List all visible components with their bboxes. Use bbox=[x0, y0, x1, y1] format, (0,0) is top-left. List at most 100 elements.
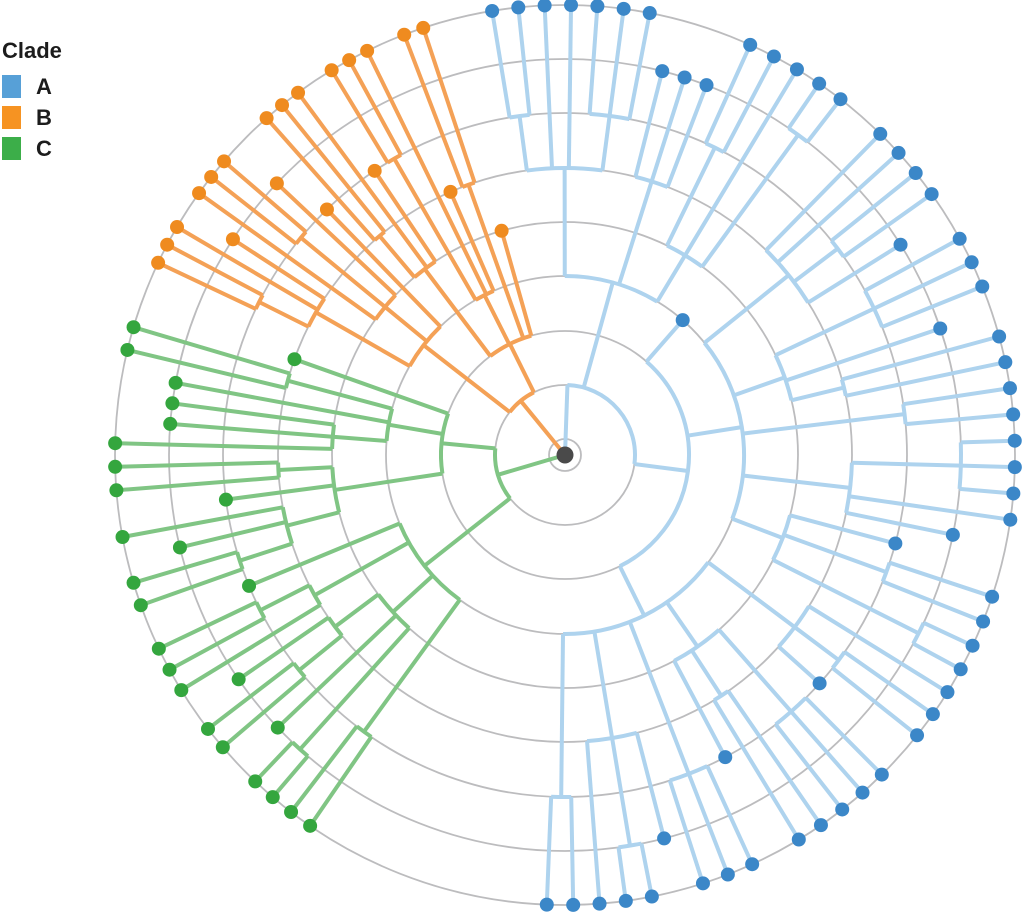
branch-arc bbox=[901, 403, 908, 425]
branch-radial bbox=[308, 735, 373, 827]
branch-radial bbox=[905, 412, 1014, 427]
leaf-node-A bbox=[677, 70, 692, 85]
branch-radial bbox=[265, 116, 377, 242]
branch-radial bbox=[607, 8, 626, 117]
leaf-node-B bbox=[443, 184, 458, 199]
branch-radial bbox=[365, 49, 489, 296]
branch-radial bbox=[362, 598, 462, 733]
branch-radial bbox=[559, 633, 566, 798]
leaf-node-A bbox=[835, 802, 850, 817]
branch-radial bbox=[287, 378, 393, 411]
branch-arc bbox=[254, 601, 267, 620]
branch-arc bbox=[863, 289, 884, 328]
branch-radial bbox=[851, 460, 961, 468]
legend-title: Clade bbox=[2, 38, 62, 63]
branch-radial bbox=[587, 6, 600, 115]
legend-label: C bbox=[36, 135, 52, 161]
clade-B-branches bbox=[157, 27, 567, 457]
leaf-node-A bbox=[766, 49, 781, 64]
branch-radial bbox=[707, 560, 796, 629]
branch-radial bbox=[672, 659, 728, 759]
leaf-node-A bbox=[874, 767, 889, 782]
branch-radial bbox=[289, 725, 359, 814]
branch-radial bbox=[132, 325, 291, 376]
clade-A-trunk bbox=[563, 384, 570, 456]
leaf-node-B bbox=[160, 237, 175, 252]
leaf-node-A bbox=[908, 166, 923, 181]
leaf-node-B bbox=[217, 154, 232, 169]
branch-radial bbox=[610, 737, 632, 846]
leaf-node-A bbox=[888, 536, 903, 551]
branch-radial bbox=[805, 97, 843, 144]
leaf-node-A bbox=[695, 876, 710, 891]
leaf-node-C bbox=[115, 530, 130, 545]
branch-radial bbox=[793, 625, 840, 662]
branch-arc bbox=[673, 628, 721, 663]
branch-radial bbox=[585, 740, 602, 904]
branch-radial bbox=[686, 773, 730, 876]
branch-radial bbox=[774, 723, 844, 811]
branch-radial bbox=[116, 475, 280, 493]
leaf-node-C bbox=[168, 375, 183, 390]
leaf-node-C bbox=[242, 578, 257, 593]
branch-radial bbox=[448, 191, 496, 292]
branch-radial bbox=[423, 496, 512, 568]
branch-radial bbox=[157, 600, 258, 651]
branch-radial bbox=[402, 33, 465, 188]
branch-radial bbox=[278, 465, 333, 473]
leaf-node-A bbox=[953, 662, 968, 677]
branch-radial bbox=[712, 699, 801, 841]
branch-arc bbox=[306, 297, 327, 328]
branch-arc bbox=[489, 333, 532, 358]
leaf-node-A bbox=[976, 614, 991, 629]
branch-radial bbox=[276, 613, 398, 730]
branch-radial bbox=[807, 243, 902, 305]
branch-arc bbox=[526, 166, 603, 173]
clade-A-branches bbox=[490, 5, 1015, 905]
branch-radial bbox=[667, 779, 705, 884]
branch-arc bbox=[276, 462, 281, 478]
leaf-node-C bbox=[287, 352, 302, 367]
leaf-node-C bbox=[172, 540, 187, 555]
branch-radial bbox=[726, 689, 823, 827]
leaf-node-C bbox=[108, 436, 123, 451]
leaf-node-C bbox=[265, 790, 280, 805]
branch-radial bbox=[313, 540, 410, 597]
leaf-node-C bbox=[284, 805, 299, 820]
leaf-node-A bbox=[1003, 381, 1018, 396]
leaf-node-A bbox=[537, 0, 552, 13]
branch-radial bbox=[639, 843, 654, 897]
leaf-nodes bbox=[108, 0, 1022, 912]
branch-arc bbox=[509, 112, 530, 120]
branch-arc bbox=[292, 661, 307, 679]
leaf-node-A bbox=[893, 237, 908, 252]
branch-radial bbox=[960, 438, 1015, 445]
branch-radial bbox=[253, 740, 294, 783]
branch-radial bbox=[687, 425, 743, 438]
branch-radial bbox=[843, 650, 935, 716]
leaf-node-B bbox=[324, 63, 339, 78]
leaf-node-A bbox=[1006, 407, 1021, 422]
branch-radial bbox=[618, 565, 646, 617]
branch-radial bbox=[166, 242, 264, 297]
branch-radial bbox=[115, 460, 279, 469]
leaf-node-B bbox=[269, 176, 284, 191]
branch-radial bbox=[347, 59, 403, 156]
branch-radial bbox=[785, 326, 941, 383]
leaf-node-B bbox=[397, 27, 412, 42]
branch-radial bbox=[140, 567, 244, 608]
leaf-node-A bbox=[618, 893, 633, 908]
branch-radial bbox=[627, 621, 691, 775]
branch-radial bbox=[842, 192, 933, 259]
branch-radial bbox=[845, 510, 954, 537]
legend-item-C: C bbox=[2, 137, 62, 160]
branch-radial bbox=[600, 115, 612, 171]
leaf-node-A bbox=[964, 255, 979, 270]
branch-radial bbox=[298, 626, 411, 751]
branch-radial bbox=[508, 343, 536, 394]
branch-radial bbox=[293, 357, 449, 416]
leaf-node-A bbox=[873, 126, 888, 141]
branch-radial bbox=[170, 421, 333, 439]
branch-radial bbox=[841, 334, 1000, 382]
